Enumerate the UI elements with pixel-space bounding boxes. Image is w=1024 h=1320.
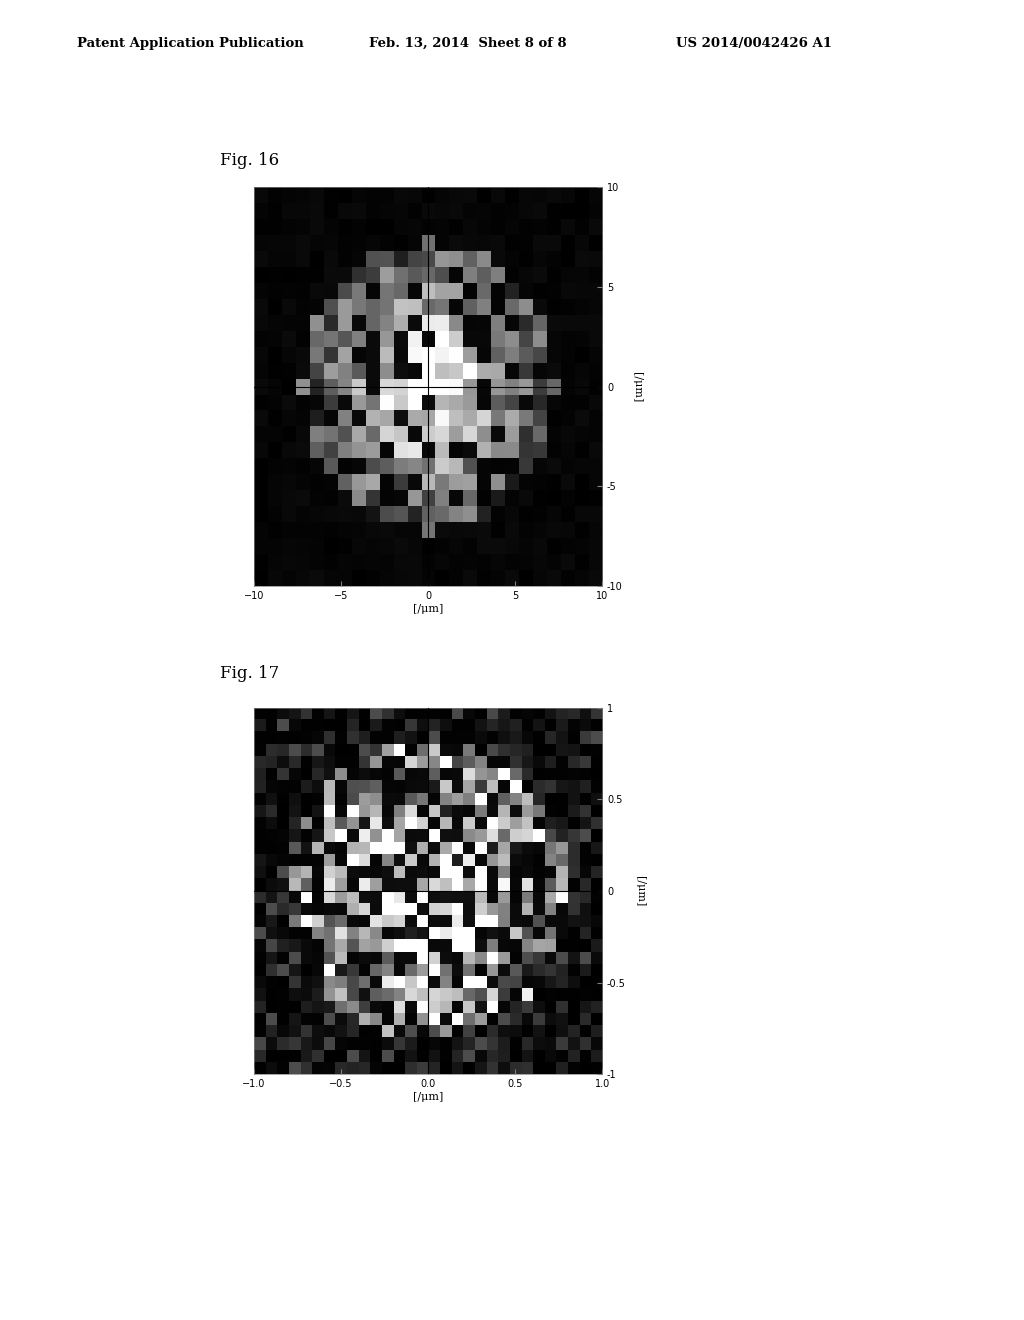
Y-axis label: [/μm]: [/μm] <box>635 875 645 907</box>
X-axis label: [/μm]: [/μm] <box>413 1092 443 1102</box>
Text: US 2014/0042426 A1: US 2014/0042426 A1 <box>676 37 831 50</box>
Text: Fig. 16: Fig. 16 <box>220 152 280 169</box>
X-axis label: [/μm]: [/μm] <box>413 603 443 614</box>
Text: Fig. 17: Fig. 17 <box>220 665 280 682</box>
Y-axis label: [/μm]: [/μm] <box>632 371 642 403</box>
Text: Feb. 13, 2014  Sheet 8 of 8: Feb. 13, 2014 Sheet 8 of 8 <box>369 37 566 50</box>
Text: Patent Application Publication: Patent Application Publication <box>77 37 303 50</box>
